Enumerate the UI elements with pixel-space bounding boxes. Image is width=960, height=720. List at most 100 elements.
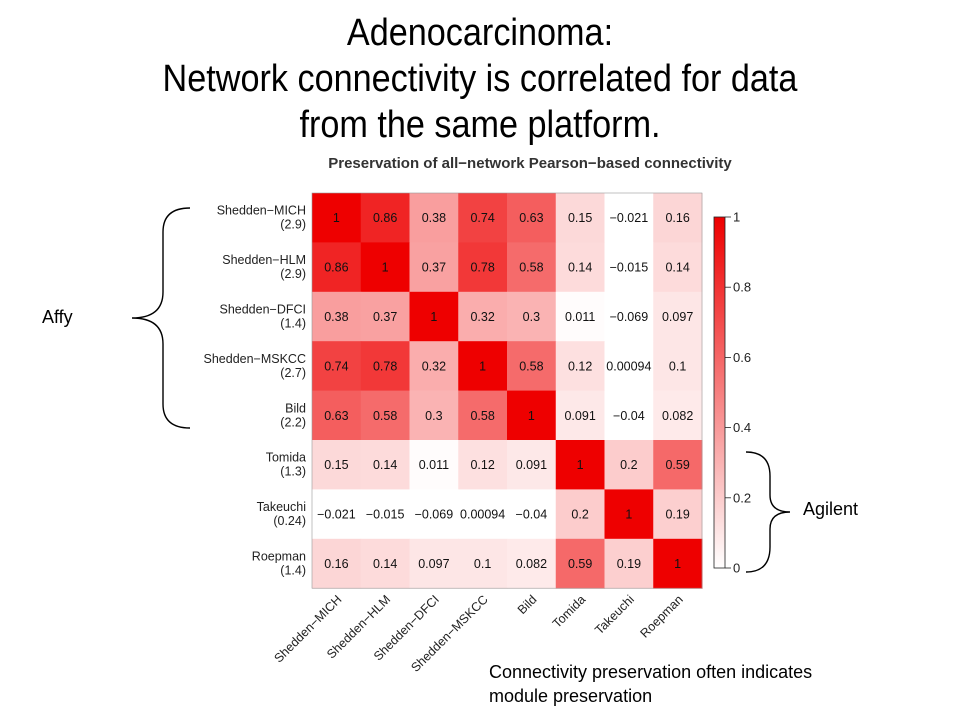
cell-value-label: 0.59 — [568, 557, 592, 571]
heatmap-cell — [555, 193, 605, 243]
cell-value-label: 0.78 — [470, 261, 494, 275]
colorbar — [713, 216, 726, 569]
cell-value-label: 0.63 — [519, 211, 543, 225]
cell-value-label: 1 — [333, 211, 340, 225]
heatmap-cell — [312, 341, 362, 392]
row-sublabel: (2.9) — [280, 218, 306, 232]
heatmap-cell — [555, 390, 605, 441]
heatmap-cell — [604, 193, 654, 243]
heatmap-cell — [458, 489, 508, 540]
heatmap-cell — [312, 440, 362, 490]
row-sublabel: (2.2) — [280, 415, 306, 429]
cell-value-label: 0.32 — [470, 310, 494, 324]
cell-value-label: −0.069 — [415, 508, 454, 522]
heatmap-cell — [653, 538, 703, 589]
cell-value-label: 0.1 — [474, 557, 491, 571]
cell-value-label: 0.082 — [662, 409, 693, 423]
cell-value-label: 0.38 — [324, 310, 348, 324]
row-sublabel: (1.4) — [280, 564, 306, 578]
cell-value-label: 0.58 — [373, 409, 397, 423]
cell-value-label: 0.19 — [665, 508, 689, 522]
colorbar-tick-label: 1 — [733, 210, 740, 225]
cell-value-label: 0.15 — [324, 458, 348, 472]
cell-value-label: 1 — [430, 310, 437, 324]
cell-value-label: −0.021 — [610, 211, 649, 225]
heatmap-cell — [458, 291, 508, 342]
column-label: Tomida — [550, 592, 588, 630]
colorbar-gradient — [713, 216, 726, 569]
cell-value-label: 0.3 — [523, 310, 540, 324]
heatmap-cell — [458, 242, 508, 293]
cell-value-label: 0.19 — [617, 557, 641, 571]
heatmap-cell — [604, 242, 654, 293]
heatmap-cell — [458, 341, 508, 392]
heatmap-cell — [507, 291, 557, 342]
cell-value-label: 0.2 — [571, 508, 588, 522]
heatmap-cell — [409, 390, 459, 441]
cell-value-label: 0.74 — [470, 211, 494, 225]
heatmap-cell — [653, 193, 703, 243]
row-sublabel: (1.3) — [280, 465, 306, 479]
row-sublabel: (2.7) — [280, 366, 306, 380]
cell-value-label: 0.14 — [373, 458, 397, 472]
heatmap-cell — [458, 390, 508, 441]
colorbar-ticks: 1 0.8 0.6 0.4 0.2 0 — [725, 210, 751, 576]
heatmap-cell — [604, 291, 654, 342]
cell-value-label: 0.3 — [425, 409, 442, 423]
agilent-brace — [745, 451, 791, 573]
colorbar-tick-label: 0.2 — [733, 490, 751, 505]
heatmap-cell — [507, 193, 557, 243]
heatmap-cell — [507, 390, 557, 441]
row-label: Roepman — [252, 550, 306, 564]
row-label: Shedden−DFCI — [219, 303, 306, 317]
cell-value-label: 0.78 — [373, 359, 397, 373]
heatmap-cell — [360, 242, 410, 293]
cell-value-label: −0.04 — [516, 508, 548, 522]
heatmap-cell — [653, 489, 703, 540]
row-label: Shedden−MICH — [217, 204, 306, 218]
cell-value-label: 0.63 — [324, 409, 348, 423]
heatmap-cell — [507, 341, 557, 392]
row-label: Bild — [285, 401, 306, 415]
heatmap-cell — [604, 489, 654, 540]
cell-value-label: 0.097 — [662, 310, 693, 324]
heatmap-cell — [507, 242, 557, 293]
heatmap-cell — [360, 193, 410, 243]
agilent-label: Agilent — [803, 499, 859, 519]
cell-value-label: 0.091 — [564, 409, 595, 423]
cell-value-label: −0.015 — [366, 508, 405, 522]
cell-value-label: 0.74 — [324, 359, 348, 373]
heatmap-cells: 1 0.86 0.38 0.74 0.63 0.15 −0.021 0.16 0.86 1 0.37… — [311, 192, 703, 589]
cell-value-label: −0.069 — [610, 310, 649, 324]
heatmap-cell — [409, 341, 459, 392]
cell-value-label: 0.011 — [565, 310, 595, 324]
heatmap-cell — [604, 390, 654, 441]
cell-value-label: 1 — [577, 458, 584, 472]
cell-value-label: 0.86 — [373, 211, 397, 225]
cell-value-label: 0.15 — [568, 211, 592, 225]
row-label: Shedden−HLM — [222, 253, 306, 267]
slide-title: Adenocarcinoma: Network connectivity is … — [48, 10, 912, 148]
cell-value-label: 0.011 — [419, 458, 449, 472]
heatmap-cell — [604, 341, 654, 392]
title-line-1: Adenocarcinoma: — [346, 12, 614, 54]
heatmap-cell — [360, 341, 410, 392]
cell-value-label: 0.00094 — [606, 359, 651, 373]
affy-brace — [131, 207, 191, 429]
cell-value-label: −0.021 — [317, 508, 356, 522]
cell-value-label: 0.2 — [620, 458, 637, 472]
heatmap-cell — [409, 538, 459, 589]
heatmap-cell — [409, 193, 459, 243]
cell-value-label: 0.38 — [422, 211, 446, 225]
heatmap-cell — [312, 291, 362, 342]
cell-value-label: 0.37 — [373, 310, 397, 324]
cell-value-label: 0.097 — [418, 557, 449, 571]
heatmap-cell — [555, 291, 605, 342]
heatmap-cell — [604, 440, 654, 490]
colorbar-tick-label: 0 — [733, 561, 740, 576]
heatmap-cell — [555, 489, 605, 540]
heatmap-cell — [604, 538, 654, 589]
heatmap-cell — [360, 538, 410, 589]
title-line-3: from the same platform. — [299, 104, 661, 146]
cell-value-label: 0.37 — [422, 261, 446, 275]
